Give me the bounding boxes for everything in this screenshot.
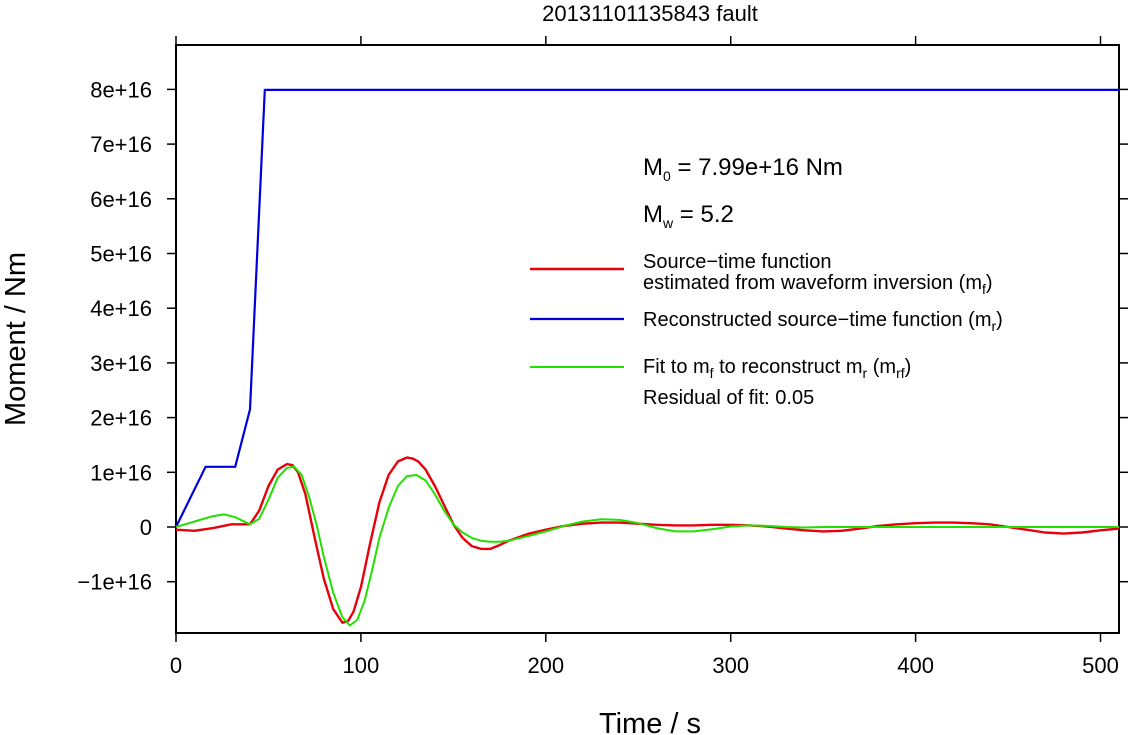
- y-tick-label: 4e+16: [90, 296, 152, 321]
- legend-label-fit: Fit to mf to reconstruct mr (mrf): [643, 356, 911, 381]
- y-tick-label: 7e+16: [90, 132, 152, 157]
- series-line-reconstructed: [176, 88, 1119, 528]
- legend-label-source-time-function-line2: estimated from waveform inversion (mf): [643, 272, 993, 297]
- y-tick-label: 5e+16: [90, 242, 152, 267]
- x-tick-label: 100: [343, 653, 380, 678]
- y-tick-label: 3e+16: [90, 351, 152, 376]
- y-tick-label: −1e+16: [77, 570, 152, 595]
- chart-title: 20131101135843 fault: [542, 1, 758, 26]
- residual-annotation: Residual of fit: 0.05: [643, 387, 814, 409]
- plot-frame: [175, 44, 1120, 634]
- x-tick-label: 0: [170, 653, 182, 678]
- y-axis-title: Moment / Nm: [0, 252, 32, 426]
- x-tick-label: 200: [527, 653, 564, 678]
- y-tick-label: 8e+16: [90, 77, 152, 102]
- y-tick-label: 1e+16: [90, 460, 152, 485]
- x-axis: 0 100 200 300 400 500: [170, 36, 1119, 678]
- moment-magnitude-annotation: Mw = 5.2: [643, 201, 734, 231]
- x-tick-label: 400: [897, 653, 934, 678]
- y-tick-label: 6e+16: [90, 187, 152, 212]
- y-tick-label: 0: [140, 515, 152, 540]
- series-line-fit: [176, 465, 1119, 627]
- y-tick-label: 2e+16: [90, 406, 152, 431]
- legend-label-reconstructed: Reconstructed source−time function (mr): [643, 309, 1003, 334]
- seismic-moment-annotation: M0 = 7.99e+16 Nm: [643, 154, 843, 184]
- x-axis-title: Time / s: [599, 708, 701, 735]
- series-line-source-time-function: [176, 456, 1119, 624]
- y-axis: −1e+16 0 1e+16 2e+16 3e+16 4e+16 5e+16 6e+16 7e+…: [77, 77, 1128, 595]
- legend-label-source-time-function-line1: Source−time function: [643, 251, 831, 273]
- x-tick-label: 500: [1082, 653, 1119, 678]
- legend: Source−time function estimated from wave…: [530, 251, 1003, 409]
- x-tick-label: 300: [712, 653, 749, 678]
